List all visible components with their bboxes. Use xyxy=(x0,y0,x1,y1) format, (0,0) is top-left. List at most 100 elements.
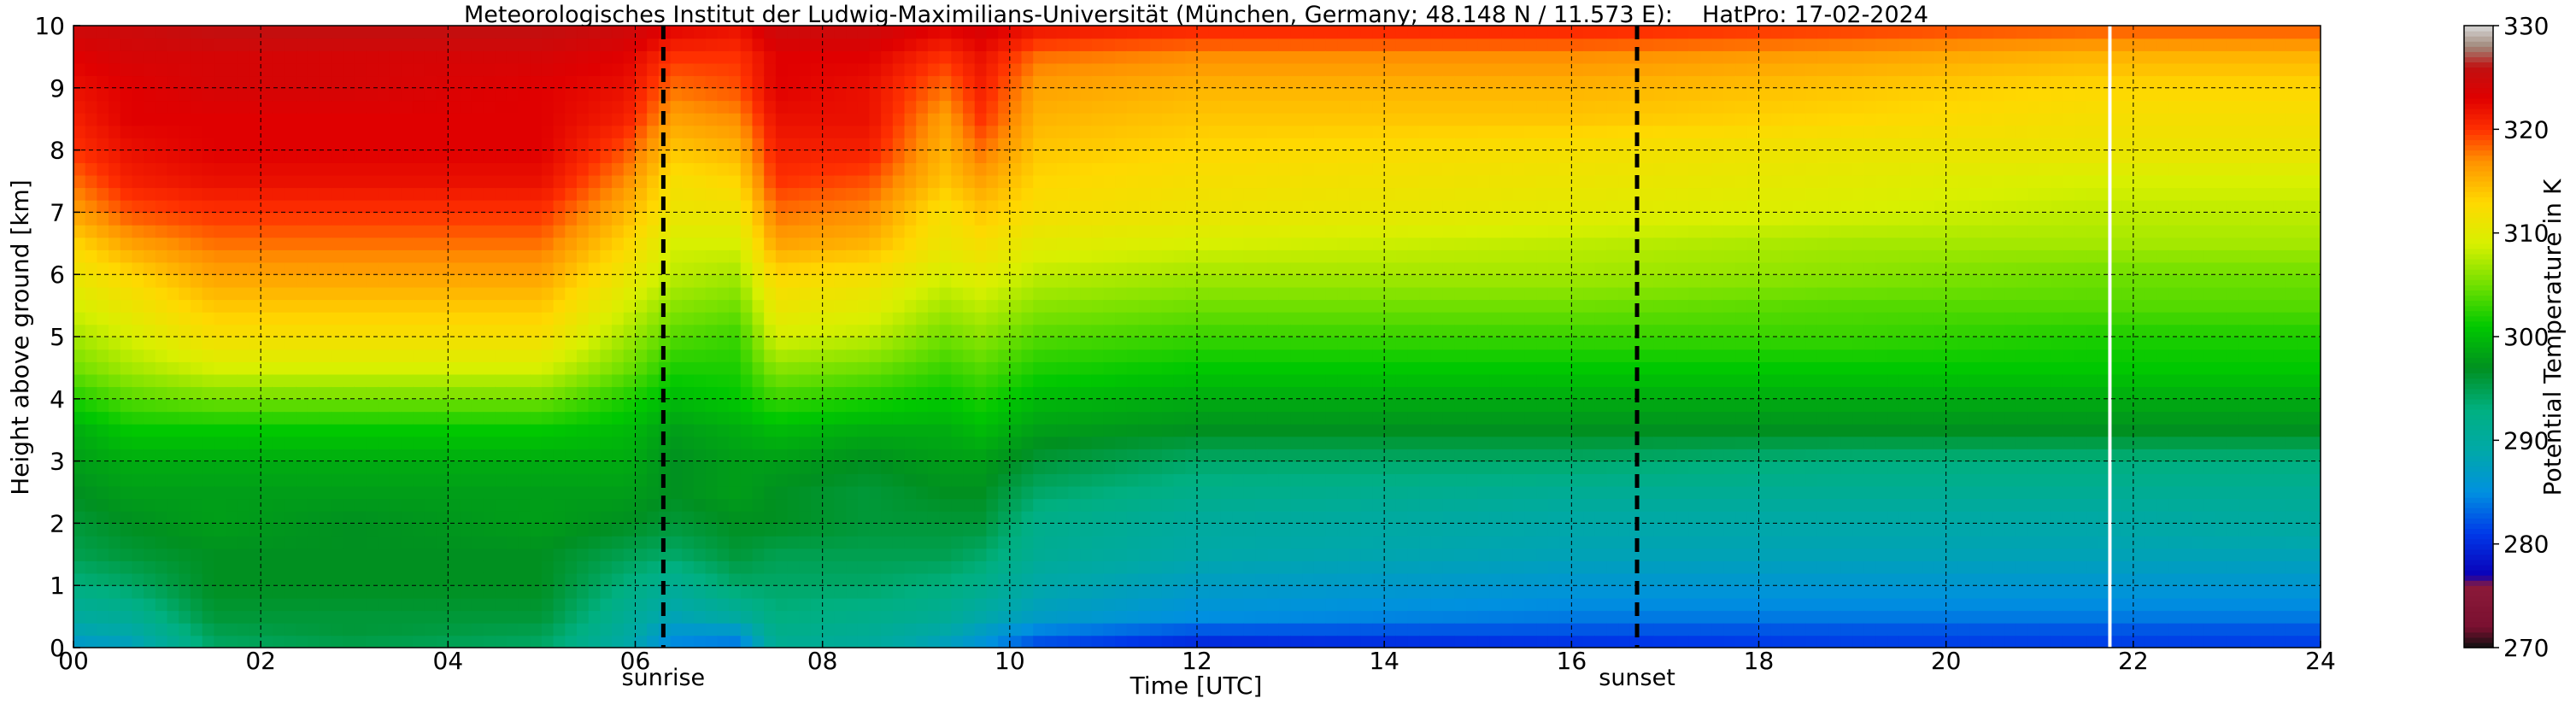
heatmap-cell xyxy=(1161,411,1175,425)
heatmap-cell xyxy=(787,38,801,51)
heatmap-cell xyxy=(413,485,425,500)
heatmap-cell xyxy=(1080,324,1093,337)
heatmap-cell xyxy=(1232,510,1245,525)
heatmap-cell xyxy=(1044,212,1058,226)
heatmap-cell xyxy=(284,38,297,51)
heatmap-cell xyxy=(167,498,180,512)
heatmap-cell xyxy=(635,199,648,214)
heatmap-cell xyxy=(343,548,355,561)
heatmap-cell xyxy=(787,597,801,612)
heatmap-cell xyxy=(448,311,461,326)
heatmap-cell xyxy=(331,610,343,624)
heatmap-cell xyxy=(1115,286,1128,301)
heatmap-cell xyxy=(974,423,988,437)
heatmap-cell xyxy=(810,510,824,525)
heatmap-cell xyxy=(343,125,355,138)
heatmap-cell xyxy=(389,100,402,114)
heatmap-cell xyxy=(506,610,519,624)
heatmap-cell xyxy=(319,26,332,39)
heatmap-cell xyxy=(436,174,449,189)
heatmap-cell xyxy=(132,572,144,586)
heatmap-cell xyxy=(764,361,777,375)
heatmap-cell xyxy=(284,324,297,337)
heatmap-cell xyxy=(483,286,496,301)
heatmap-cell xyxy=(190,150,203,163)
heatmap-cell xyxy=(1138,112,1152,126)
heatmap-cell xyxy=(378,548,390,561)
heatmap-cell xyxy=(635,548,648,561)
heatmap-cell xyxy=(541,174,555,189)
heatmap-cell xyxy=(97,26,109,39)
heatmap-cell xyxy=(998,361,1011,375)
heatmap-cell xyxy=(1185,337,1198,350)
heatmap-cell xyxy=(389,597,402,612)
heatmap-cell xyxy=(764,597,777,612)
heatmap-cell xyxy=(729,398,742,413)
heatmap-cell xyxy=(1068,473,1081,487)
heatmap-cell xyxy=(1103,87,1116,102)
heatmap-cell xyxy=(1044,162,1058,176)
heatmap-cell xyxy=(272,174,285,189)
heatmap-cell xyxy=(144,299,156,313)
heatmap-cell xyxy=(73,610,86,624)
heatmap-cell xyxy=(799,535,812,549)
heatmap-cell xyxy=(717,38,730,51)
heatmap-cell xyxy=(834,411,847,425)
heatmap-cell xyxy=(1044,572,1058,586)
heatmap-cell xyxy=(951,187,964,201)
heatmap-cell xyxy=(237,423,250,437)
heatmap-cell xyxy=(378,449,390,462)
heatmap-cell xyxy=(647,337,660,350)
heatmap-cell xyxy=(284,585,297,599)
heatmap-cell xyxy=(974,249,988,263)
heatmap-cell xyxy=(904,548,918,561)
heatmap-cell xyxy=(612,212,625,226)
heatmap-cell xyxy=(600,87,613,102)
heatmap-cell xyxy=(460,498,472,512)
heatmap-cell xyxy=(647,187,660,201)
heatmap-cell xyxy=(729,560,742,574)
heatmap-cell xyxy=(1126,138,1140,151)
heatmap-cell xyxy=(740,485,754,500)
heatmap-cell xyxy=(249,62,261,77)
heatmap-cell xyxy=(834,237,847,250)
heatmap-cell xyxy=(799,299,812,313)
heatmap-cell xyxy=(1220,337,1233,350)
heatmap-cell xyxy=(424,461,437,474)
heatmap-cell xyxy=(963,237,976,250)
heatmap-cell xyxy=(144,87,156,102)
heatmap-cell xyxy=(986,26,999,39)
heatmap-cell xyxy=(483,560,496,574)
heatmap-cell xyxy=(939,635,953,648)
heatmap-cell xyxy=(471,286,484,301)
heatmap-cell xyxy=(682,510,695,525)
heatmap-cell xyxy=(530,311,543,326)
heatmap-cell xyxy=(530,622,543,637)
heatmap-cell xyxy=(752,361,765,375)
heatmap-cell xyxy=(1232,485,1245,500)
heatmap-cell xyxy=(846,373,859,388)
heatmap-cell xyxy=(846,449,859,462)
heatmap-cell xyxy=(822,423,836,437)
heatmap-cell xyxy=(705,100,719,114)
heatmap-cell xyxy=(799,585,812,599)
heatmap-cell xyxy=(261,125,273,138)
heatmap-cell xyxy=(588,386,601,400)
heatmap-cell xyxy=(261,199,273,214)
heatmap-cell xyxy=(916,361,929,375)
heatmap-cell xyxy=(1044,386,1058,400)
heatmap-cell xyxy=(1068,535,1081,549)
heatmap-cell xyxy=(518,38,531,51)
heatmap-cell xyxy=(1044,261,1058,275)
heatmap-cell xyxy=(775,548,789,561)
heatmap-cell xyxy=(378,361,390,375)
heatmap-cell xyxy=(705,138,719,151)
heatmap-cell xyxy=(1161,423,1175,437)
heatmap-cell xyxy=(237,299,250,313)
heatmap-cell xyxy=(284,62,297,77)
heatmap-cell xyxy=(729,324,742,337)
heatmap-cell xyxy=(892,286,906,301)
heatmap-cell xyxy=(483,461,496,474)
heatmap-cell xyxy=(144,138,156,151)
heatmap-cell xyxy=(530,560,543,574)
